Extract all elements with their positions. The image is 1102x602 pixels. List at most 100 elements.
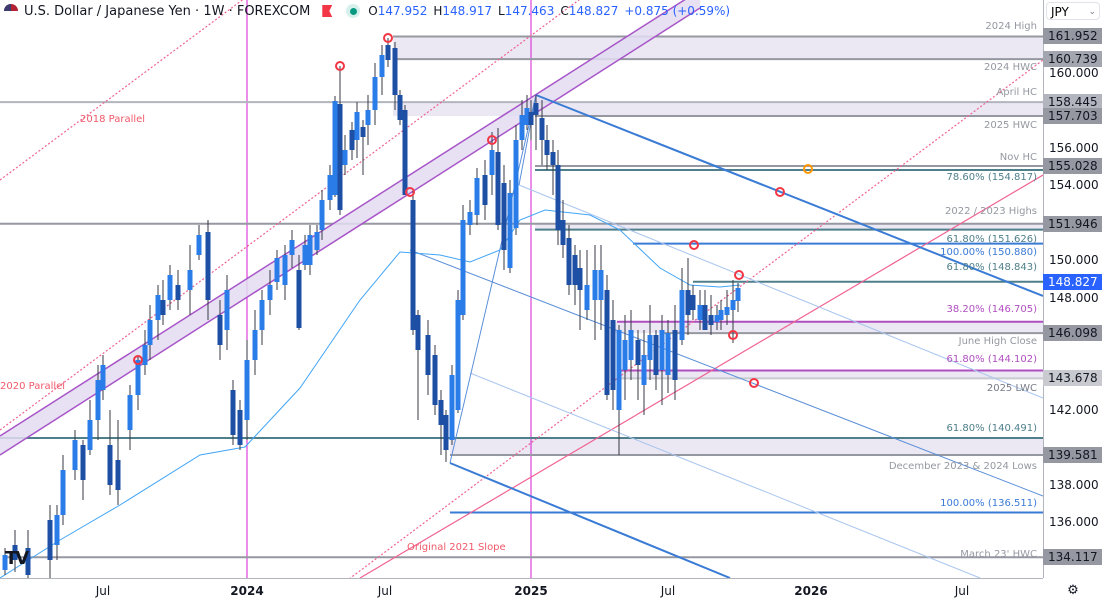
candle-down — [349, 130, 355, 150]
time-tick: 2026 — [794, 584, 828, 598]
candle-up — [289, 240, 295, 255]
candle-up — [489, 150, 495, 175]
candle-up — [379, 55, 385, 77]
candle-up — [524, 108, 530, 125]
candle-up — [2, 555, 8, 570]
candle-up — [135, 360, 141, 395]
level-label: 100.00% (150.880) — [940, 247, 1037, 258]
chart-header: U.S. Dollar / Japanese Yen · 1W · FOREXC… — [0, 0, 730, 22]
candle-up — [187, 270, 193, 290]
level-label: 61.80% (151.626) — [946, 234, 1037, 245]
trendline-label: 2020 Parallel — [0, 381, 66, 392]
price-level-tag: 143.678 — [1043, 370, 1102, 387]
candle-up — [196, 235, 202, 255]
candle-up — [147, 320, 153, 345]
candle-down — [690, 295, 696, 310]
candle-up — [735, 288, 741, 301]
candle-up — [724, 307, 730, 315]
candle-up — [592, 270, 598, 300]
candle-up — [665, 333, 671, 375]
support-resistance-zone — [393, 36, 1043, 60]
candle-down — [415, 315, 421, 350]
level-label: March 23' HWC — [960, 549, 1037, 560]
candle-down — [115, 460, 121, 490]
candle-up — [372, 77, 378, 110]
price-tick: 154.000 — [1049, 178, 1099, 193]
chart-canvas[interactable] — [0, 0, 1043, 578]
chevron-down-icon: ⌄ — [1088, 7, 1096, 17]
candle-down — [635, 340, 641, 365]
support-resistance-zone — [450, 438, 1043, 456]
candle-down — [566, 238, 572, 285]
candle-down — [80, 445, 86, 480]
candle-up — [730, 300, 736, 310]
time-tick: 2024 — [230, 584, 264, 598]
parallel-line-light — [518, 184, 1043, 399]
time-axis[interactable]: Jul 2024 Jul 2025 Jul 2026 Jul — [0, 578, 1043, 602]
level-label: 2024 High — [985, 21, 1037, 32]
trendline-parallel — [359, 174, 1043, 578]
ohlc-open: O147.952 — [368, 4, 428, 18]
candle-up — [455, 300, 461, 410]
price-tick: 138.000 — [1049, 477, 1099, 492]
level-label: 2025 HWC — [983, 120, 1037, 131]
candle-up — [622, 340, 628, 370]
moving-average-line — [0, 209, 741, 578]
candle-up — [54, 515, 60, 545]
currency-value: JPY — [1051, 5, 1069, 19]
candle-up — [307, 235, 313, 265]
candle-down — [397, 95, 403, 120]
price-level-tag: 161.952 — [1043, 28, 1102, 45]
candle-down — [539, 118, 545, 140]
price-change: +0.875 (+0.59%) — [624, 4, 731, 18]
candle-down — [230, 390, 236, 435]
candle-down — [528, 112, 534, 125]
candle-up — [100, 365, 106, 390]
candle-down — [160, 300, 166, 315]
candle-down — [550, 152, 556, 165]
symbol-title[interactable]: U.S. Dollar / Japanese Yen · 1W · FOREXC… — [24, 3, 311, 19]
candle-down — [544, 140, 550, 155]
chart-plot-area[interactable] — [0, 0, 1043, 578]
price-tick: 150.000 — [1049, 253, 1099, 268]
candle-up — [267, 285, 273, 300]
time-tick: Jul — [660, 584, 676, 598]
candle-down — [702, 305, 708, 330]
candle-down — [217, 315, 223, 345]
pivot-marker — [734, 270, 744, 280]
pivot-marker — [775, 187, 785, 197]
candle-up — [628, 330, 634, 360]
flag-marker-icon[interactable] — [322, 5, 333, 17]
level-label: 2025 LWC — [986, 383, 1037, 394]
candle-down — [12, 545, 18, 560]
candle-up — [95, 380, 101, 420]
candle-down — [685, 290, 691, 315]
candle-down — [175, 285, 181, 300]
pivot-marker — [689, 240, 699, 250]
candle-up — [327, 175, 333, 200]
candle-down — [392, 48, 398, 95]
level-label: 100.00% (136.511) — [940, 498, 1037, 509]
candle-up — [342, 150, 348, 165]
support-resistance-zone — [535, 223, 1043, 230]
pivot-marker — [383, 33, 393, 43]
candle-down — [653, 335, 659, 375]
trendline-parallel — [0, 0, 244, 181]
candle-down — [604, 290, 610, 395]
support-resistance-zone — [612, 321, 1043, 334]
settings-gear-icon[interactable]: ⚙ — [1067, 583, 1079, 598]
candle-down — [410, 200, 416, 330]
candle-up — [718, 310, 724, 320]
median-line — [409, 249, 1043, 497]
pivot-marker — [405, 187, 415, 197]
candle-up — [314, 232, 320, 250]
currency-selector[interactable]: JPY ⌄ — [1046, 2, 1100, 20]
candle-up — [319, 200, 325, 230]
trendline-parallel — [349, 59, 1043, 578]
candle-down — [443, 415, 449, 450]
tradingview-logo[interactable]: TV — [5, 548, 29, 569]
candle-up — [647, 335, 653, 360]
candle-down — [385, 45, 391, 60]
pivot-marker — [803, 164, 813, 174]
candle-down — [533, 103, 539, 115]
